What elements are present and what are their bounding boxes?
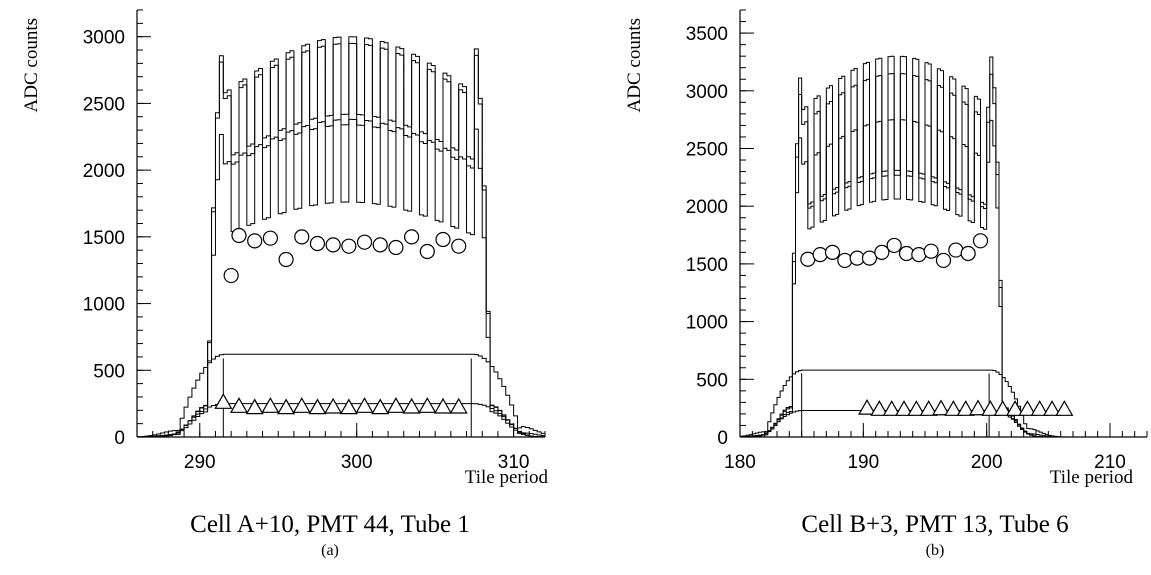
circle-marker bbox=[874, 244, 890, 260]
triangle-marker bbox=[277, 398, 296, 415]
circle-marker bbox=[309, 235, 326, 252]
y-tick-label: 2000 bbox=[83, 161, 125, 182]
x-tick-label: 310 bbox=[498, 452, 530, 473]
triangle-marker bbox=[907, 400, 926, 416]
envelope-series-2 bbox=[740, 119, 1147, 438]
envelope-series-2 bbox=[137, 118, 546, 438]
circle-marker bbox=[812, 247, 828, 263]
circle-marker bbox=[972, 233, 989, 249]
circle-marker bbox=[451, 238, 467, 254]
triangle-marker bbox=[355, 397, 374, 413]
y-tick-label: 500 bbox=[93, 361, 125, 382]
triangle-marker bbox=[870, 400, 889, 416]
y-tick-label: 1000 bbox=[686, 313, 728, 334]
circle-marker bbox=[837, 252, 853, 269]
y-tick-label: 3000 bbox=[686, 82, 728, 103]
triangle-marker bbox=[931, 399, 951, 416]
y-tick-label: 0 bbox=[717, 428, 728, 449]
triangle-marker bbox=[944, 400, 963, 416]
circle-marker bbox=[372, 237, 388, 253]
subplot-title: Cell B+3, PMT 13, Tube 6 bbox=[801, 511, 1068, 538]
triangle-marker bbox=[245, 398, 264, 415]
triangle-marker bbox=[968, 399, 988, 416]
x-tick-label: 190 bbox=[847, 452, 879, 473]
subplot-a: 0 500 1000 1500 2000 2500 3000 290 300 310 ADC cou… bbox=[21, 9, 549, 559]
circle-marker bbox=[388, 239, 404, 256]
circle-marker bbox=[404, 229, 420, 245]
triangle-marker bbox=[292, 397, 311, 413]
y-tick-label: 2500 bbox=[83, 94, 125, 115]
triangle-marker bbox=[1055, 400, 1074, 416]
circle-marker bbox=[262, 230, 278, 246]
circle-marker bbox=[861, 250, 878, 266]
triangle-marker bbox=[919, 400, 938, 416]
circle-marker bbox=[341, 238, 357, 254]
x-axis-title: Tile period bbox=[465, 467, 549, 488]
panel-label: (b) bbox=[926, 542, 945, 559]
y-tick-label: 2000 bbox=[686, 197, 728, 218]
y-tick-label: 500 bbox=[696, 370, 728, 391]
y-axis-title: ADC counts bbox=[21, 18, 42, 112]
triangle-marker bbox=[894, 400, 914, 416]
subplot-b: 0 500 1000 1500 2000 2500 3000 3500 180 190 200 210… bbox=[624, 9, 1148, 559]
y-tick-label: 0 bbox=[114, 428, 125, 449]
x-tick-label: 210 bbox=[1094, 452, 1126, 473]
triangle-marker bbox=[882, 400, 901, 416]
panel-label: (a) bbox=[321, 542, 339, 559]
circle-marker bbox=[960, 245, 976, 262]
y-tick-label: 1500 bbox=[83, 228, 125, 249]
triangle-marker bbox=[261, 397, 280, 413]
circle-marker bbox=[935, 252, 952, 269]
x-tick-label: 180 bbox=[724, 452, 756, 473]
triangle-marker bbox=[371, 398, 390, 415]
subplot-title: Cell A+10, PMT 44, Tube 1 bbox=[190, 511, 470, 538]
triangle-marker bbox=[433, 397, 453, 414]
circle-marker bbox=[435, 231, 451, 248]
circle-marker bbox=[294, 229, 310, 245]
triangle-marker bbox=[402, 397, 421, 414]
y-tick-label: 2500 bbox=[686, 139, 728, 160]
circle-marker bbox=[356, 234, 373, 250]
low-series-0 bbox=[740, 369, 1147, 438]
circle-marker bbox=[247, 233, 263, 249]
triangle-marker bbox=[324, 397, 343, 414]
triangle-marker bbox=[386, 397, 405, 413]
triangle-marker bbox=[214, 393, 233, 409]
circle-marker bbox=[824, 244, 841, 260]
x-tick-label: 290 bbox=[184, 452, 216, 473]
triangle-marker bbox=[857, 398, 877, 415]
circle-marker bbox=[886, 237, 902, 254]
x-axis-title: Tile period bbox=[1050, 467, 1134, 488]
circle-marker bbox=[325, 237, 341, 253]
y-tick-label: 1500 bbox=[686, 255, 728, 276]
triangle-marker bbox=[1042, 400, 1062, 416]
circle-marker bbox=[419, 243, 435, 260]
triangle-marker bbox=[1005, 400, 1025, 416]
circle-marker bbox=[278, 251, 294, 268]
x-tick-label: 300 bbox=[341, 452, 373, 473]
envelope-series-1 bbox=[137, 42, 546, 438]
circle-marker bbox=[231, 227, 247, 244]
low-series-0 bbox=[137, 353, 546, 438]
circle-marker bbox=[223, 267, 239, 284]
triangle-marker bbox=[449, 397, 468, 414]
y-tick-label: 3500 bbox=[686, 24, 728, 45]
y-axis-title: ADC counts bbox=[624, 18, 645, 112]
y-tick-label: 3000 bbox=[83, 28, 125, 49]
triangle-marker bbox=[229, 397, 249, 413]
triangle-marker bbox=[339, 398, 358, 415]
circle-marker bbox=[923, 243, 939, 259]
triangle-marker bbox=[956, 400, 975, 416]
x-tick-label: 200 bbox=[971, 452, 1003, 473]
triangle-marker bbox=[1030, 400, 1049, 416]
triangle-marker bbox=[1018, 400, 1037, 416]
triangle-marker bbox=[981, 400, 1000, 416]
triangle-marker bbox=[418, 397, 437, 413]
triangle-marker bbox=[308, 398, 327, 415]
y-tick-label: 1000 bbox=[83, 295, 125, 316]
triangle-marker bbox=[993, 400, 1012, 416]
